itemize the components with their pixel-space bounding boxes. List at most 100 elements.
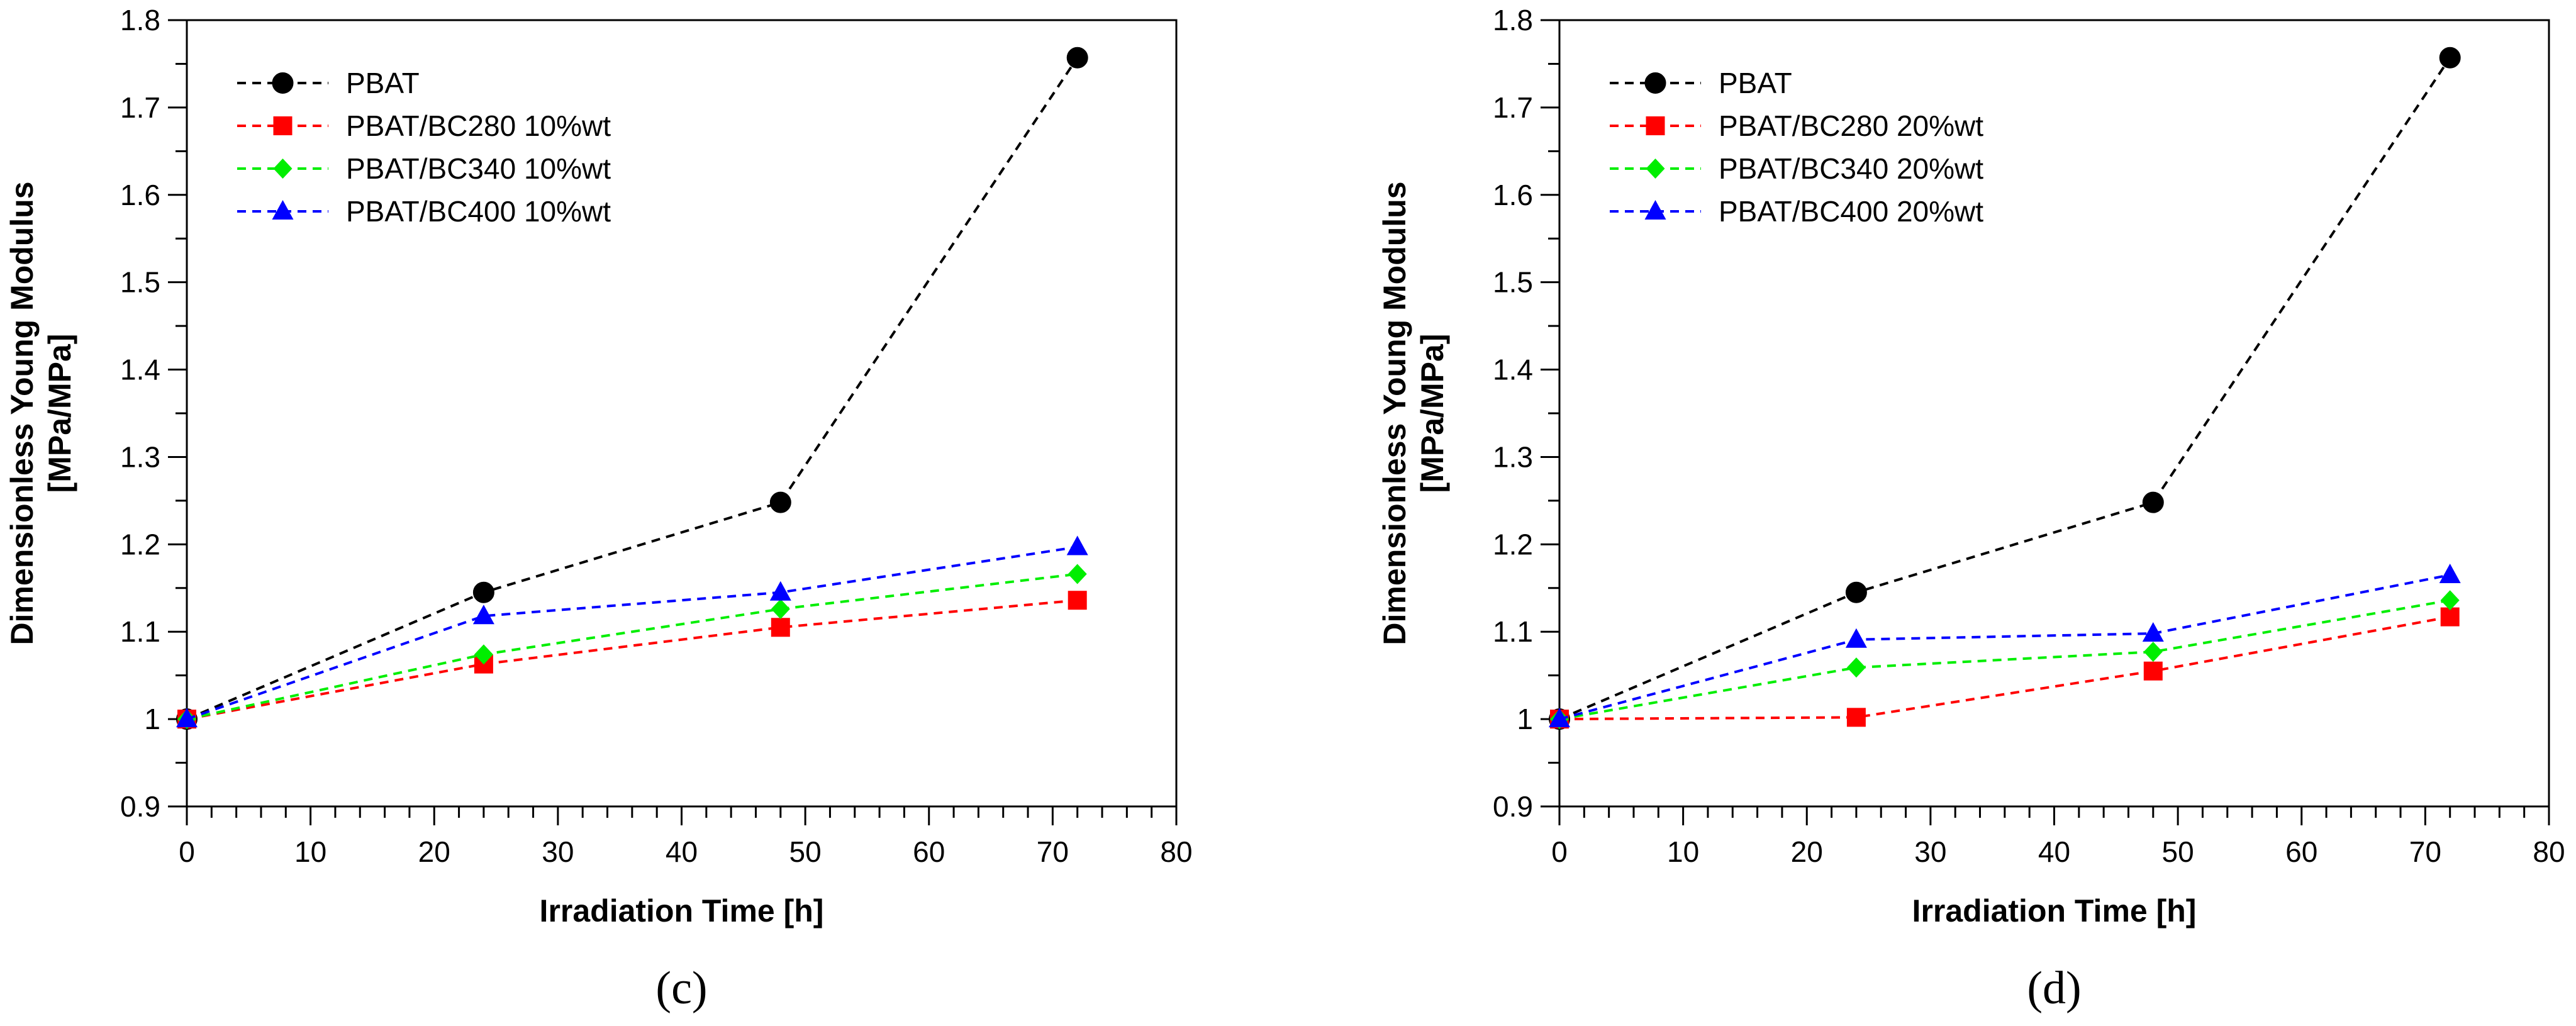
y-tick-label: 1.2	[120, 528, 160, 560]
y-tick-label: 0.9	[120, 790, 160, 823]
x-axis-title: Irradiation Time [h]	[540, 893, 824, 928]
y-tick-label: 1.3	[1493, 440, 1533, 473]
x-tick-label: 0	[1551, 835, 1568, 868]
legend-entry: PBAT/BC280 20%wt	[1610, 109, 1983, 142]
x-tick-label: 30	[542, 835, 574, 868]
data-point	[1845, 581, 1867, 603]
legend-marker	[1646, 116, 1665, 135]
legend-entry: PBAT/BC340 10%wt	[237, 152, 611, 185]
series-line	[186, 57, 1079, 720]
series-line	[1559, 573, 2451, 721]
legend-label: PBAT/BC400 10%wt	[346, 195, 611, 228]
data-point	[1068, 564, 1087, 584]
data-point	[1846, 708, 1866, 727]
legend-marker	[273, 116, 293, 135]
x-tick-label: 50	[789, 835, 822, 868]
series-line	[186, 599, 1078, 721]
y-axis-title-units: [MPa/MPa]	[1415, 334, 1450, 493]
legend: PBAT PBAT/BC280 20%wt PBAT/BC340 20%wt PBAT…	[1610, 67, 1983, 228]
legend-label: PBAT	[346, 67, 420, 99]
legend-entry: PBAT/BC400 20%wt	[1610, 195, 1983, 228]
series-line	[1559, 615, 2451, 721]
series-line	[1559, 599, 2451, 721]
data-point	[769, 491, 791, 513]
legend-entry: PBAT	[1610, 67, 1792, 99]
y-tick-label: 0.9	[1493, 790, 1533, 823]
y-tick-label: 1.7	[120, 91, 160, 124]
y-axis-title: Dimensionless Young Modulus	[4, 181, 40, 645]
series-1	[1550, 607, 2460, 729]
x-tick-label: 10	[1667, 835, 1699, 868]
x-tick-label: 30	[1914, 835, 1946, 868]
y-tick-label: 1.3	[120, 440, 160, 473]
y-tick-label: 1.1	[1493, 615, 1533, 648]
data-point	[2142, 622, 2164, 642]
data-point	[2440, 607, 2460, 627]
y-tick-label: 1.5	[1493, 266, 1533, 299]
legend: PBAT PBAT/BC280 10%wt PBAT/BC340 10%wt PBAT…	[237, 67, 611, 228]
panel-label: (d)	[2027, 962, 2081, 1014]
y-tick-label: 1.8	[1493, 4, 1533, 36]
data-point	[1549, 708, 1570, 728]
data-point	[769, 581, 791, 601]
legend-label: PBAT/BC340 20%wt	[1719, 152, 1983, 185]
x-tick-label: 50	[2162, 835, 2194, 868]
y-tick-label: 1.5	[120, 266, 160, 299]
x-tick-label: 60	[913, 835, 945, 868]
x-axis-title: Irradiation Time [h]	[1912, 893, 2197, 928]
series-3	[176, 535, 1088, 728]
data-point	[472, 605, 494, 625]
legend-label: PBAT/BC340 10%wt	[346, 152, 611, 185]
legend-entry: PBAT	[237, 67, 420, 99]
series-2	[1550, 590, 2460, 730]
x-tick-label: 20	[418, 835, 450, 868]
plot-frame	[186, 19, 1178, 808]
y-tick-label: 1.4	[120, 354, 160, 386]
legend-marker	[1644, 200, 1666, 220]
series-2	[177, 564, 1087, 730]
data-point	[1846, 657, 1866, 678]
legend-label: PBAT/BC400 20%wt	[1719, 195, 1983, 228]
x-tick-label: 10	[294, 835, 326, 868]
x-tick-label: 0	[179, 835, 195, 868]
x-tick-label: 60	[2285, 835, 2317, 868]
series-0	[176, 47, 1088, 730]
series-1	[177, 591, 1087, 729]
series-line	[186, 572, 1078, 721]
data-point	[2142, 491, 2164, 513]
data-point	[1066, 47, 1088, 69]
y-axis-title-units: [MPa/MPa]	[42, 334, 77, 493]
data-point	[2439, 47, 2461, 69]
data-point	[771, 599, 790, 620]
data-point	[474, 644, 493, 665]
data-point	[771, 618, 790, 637]
plot-frame	[1558, 19, 2550, 808]
x-tick-label: 40	[2038, 835, 2070, 868]
x-tick-label: 80	[2533, 835, 2565, 868]
legend-marker	[272, 200, 294, 220]
y-tick-label: 1.1	[120, 615, 160, 648]
data-point	[2143, 642, 2163, 662]
y-tick-label: 1.8	[120, 4, 160, 36]
y-tick-label: 1	[144, 703, 160, 735]
y-tick-label: 1.6	[1493, 179, 1533, 211]
y-tick-label: 1.6	[120, 179, 160, 211]
data-point	[1068, 591, 1087, 610]
chart-panel-d: 0 10 20 30 40 50 60 70 80 0.9 1 1.1 1.2 1.3 1.4 1.5 1.6 1…	[1377, 4, 2565, 1014]
x-tick-label: 70	[1037, 835, 1069, 868]
data-point	[1066, 535, 1088, 555]
data-point	[2440, 590, 2460, 611]
y-axis-title: Dimensionless Young Modulus	[1377, 181, 1412, 645]
legend-marker	[1646, 159, 1665, 179]
series-line	[186, 545, 1078, 721]
legend-entry: PBAT/BC400 10%wt	[237, 195, 611, 228]
series-0	[1549, 47, 2461, 730]
series-3	[1549, 563, 2461, 728]
y-tick-label: 1.4	[1493, 354, 1533, 386]
data-point	[176, 708, 198, 728]
legend-label: PBAT/BC280 20%wt	[1719, 109, 1983, 142]
x-tick-label: 80	[1160, 835, 1192, 868]
series-line	[1559, 57, 2451, 720]
legend-entry: PBAT/BC280 10%wt	[237, 109, 611, 142]
